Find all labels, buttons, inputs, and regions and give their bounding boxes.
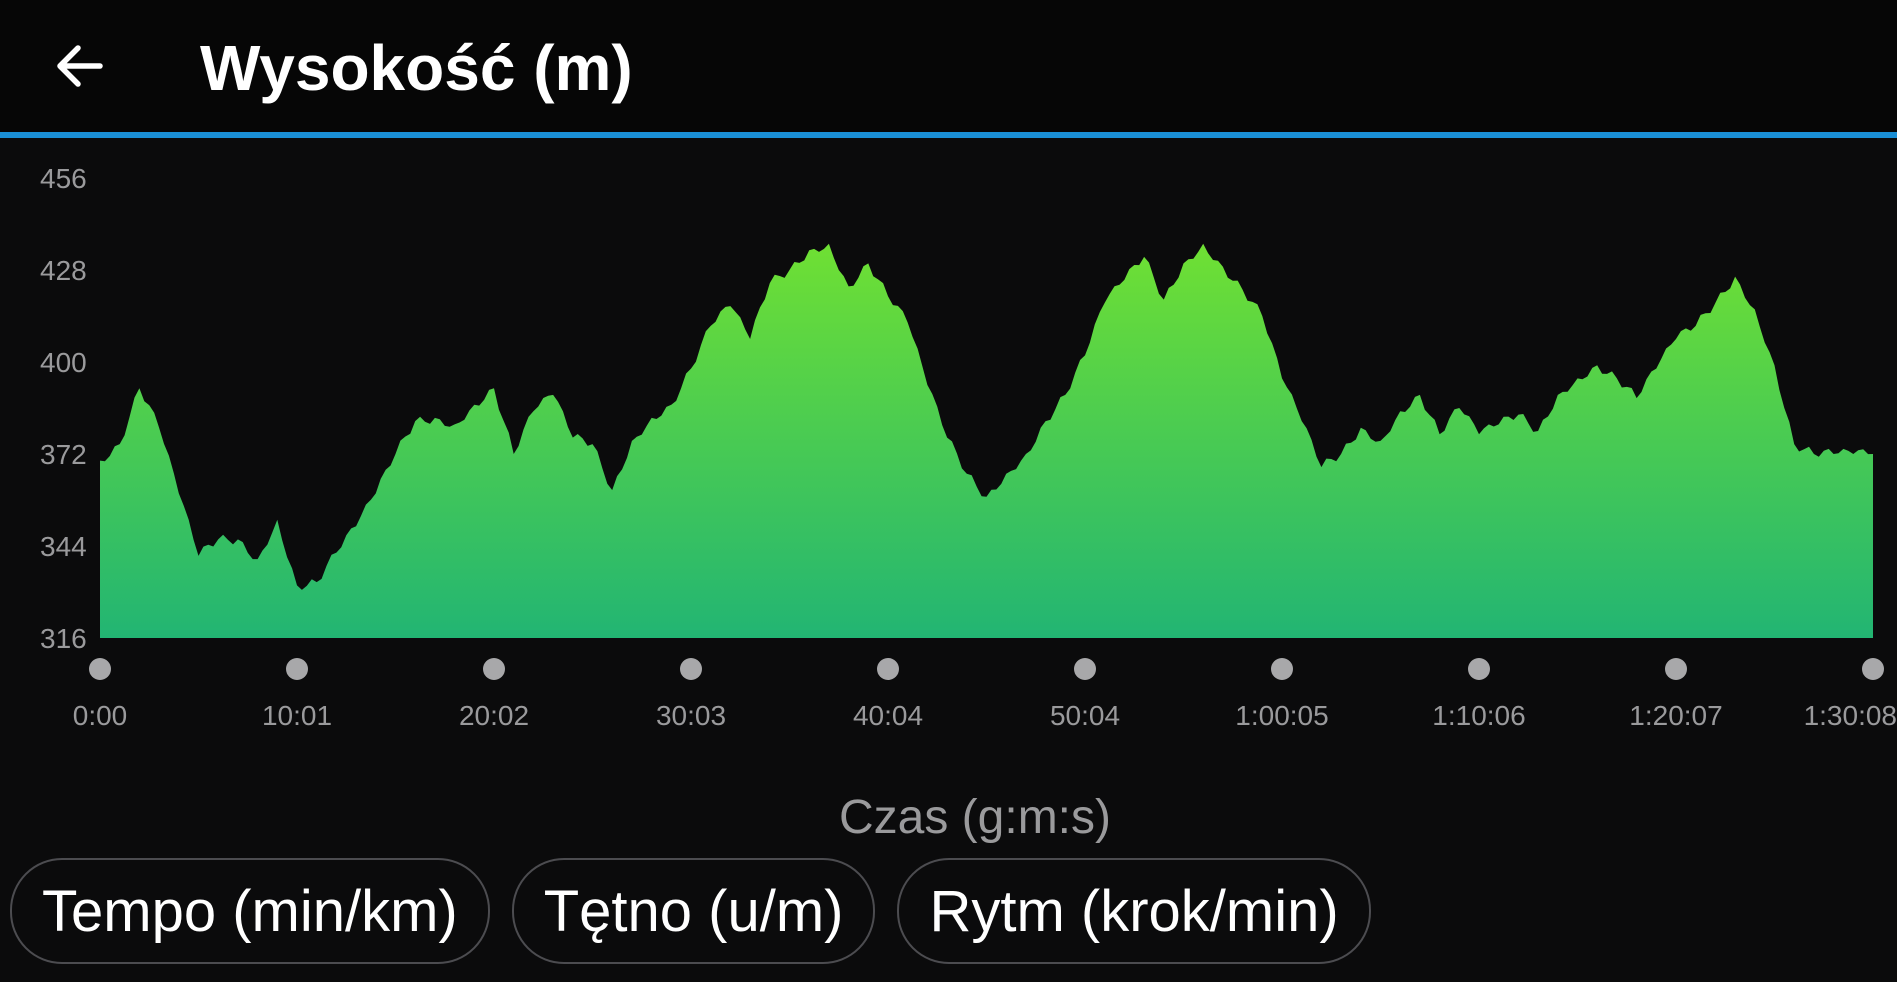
y-tick-label: 428 xyxy=(40,255,87,286)
metric-tabs: Tempo (min/km) Tętno (u/m) Rytm (krok/mi… xyxy=(10,858,1371,964)
elevation-area-series xyxy=(100,243,1873,638)
x-axis-dot[interactable] xyxy=(286,658,308,680)
x-axis-dot[interactable] xyxy=(89,658,111,680)
x-axis-dot[interactable] xyxy=(483,658,505,680)
x-axis-dot[interactable] xyxy=(1862,658,1884,680)
elevation-chart[interactable]: 316 344 372 400 428 456 0:00 10:01 20:02 30:03 40… xyxy=(0,150,1897,750)
back-button[interactable] xyxy=(42,30,114,102)
back-arrow-icon xyxy=(57,45,103,87)
x-tick-label: 40:04 xyxy=(853,700,923,731)
page-title: Wysokość (m) xyxy=(200,32,633,104)
y-tick-label: 316 xyxy=(40,623,87,654)
y-tick-label: 372 xyxy=(40,439,87,470)
x-tick-label: 1:30:08 xyxy=(1804,700,1897,731)
x-axis-dot[interactable] xyxy=(877,658,899,680)
x-tick-label: 1:20:07 xyxy=(1629,700,1722,731)
y-tick-label: 400 xyxy=(40,347,87,378)
x-tick-label: 1:00:05 xyxy=(1235,700,1328,731)
y-tick-label: 344 xyxy=(40,531,87,562)
x-tick-label: 20:02 xyxy=(459,700,529,731)
x-axis-dot[interactable] xyxy=(1074,658,1096,680)
x-axis-tick-labels: 0:00 10:01 20:02 30:03 40:04 50:04 1:00:05 1:10… xyxy=(73,700,1897,731)
y-axis-ticks: 316 344 372 400 428 456 xyxy=(40,163,87,654)
x-tick-label: 10:01 xyxy=(262,700,332,731)
header-bar: Wysokość (m) xyxy=(0,0,1897,132)
header-accent-line xyxy=(0,132,1897,138)
x-axis-scrub-dots[interactable] xyxy=(89,658,1884,680)
x-tick-label: 0:00 xyxy=(73,700,128,731)
tab-cadence[interactable]: Rytm (krok/min) xyxy=(897,858,1371,964)
y-tick-label: 456 xyxy=(40,163,87,194)
elevation-chart-svg: 316 344 372 400 428 456 0:00 10:01 20:02 30:03 40… xyxy=(40,163,1897,731)
tab-tempo[interactable]: Tempo (min/km) xyxy=(10,858,490,964)
x-tick-label: 50:04 xyxy=(1050,700,1120,731)
x-axis-dot[interactable] xyxy=(680,658,702,680)
x-tick-label: 30:03 xyxy=(656,700,726,731)
tab-heart-rate[interactable]: Tętno (u/m) xyxy=(511,858,876,964)
x-axis-label: Czas (g:m:s) xyxy=(838,791,1111,844)
x-axis-dot[interactable] xyxy=(1665,658,1687,680)
x-axis-dot[interactable] xyxy=(1271,658,1293,680)
x-tick-label: 1:10:06 xyxy=(1432,700,1525,731)
x-axis-dot[interactable] xyxy=(1468,658,1490,680)
